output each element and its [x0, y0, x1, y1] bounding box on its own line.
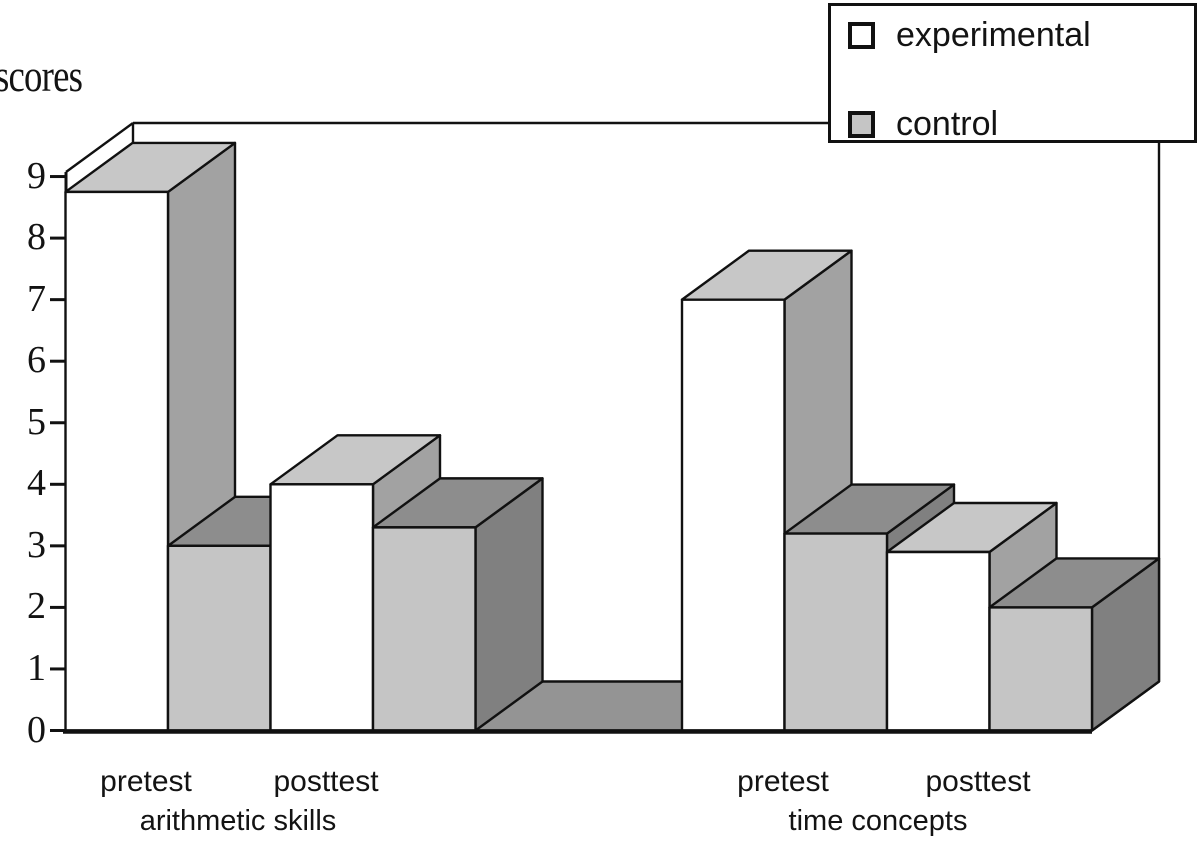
- bar-time-concepts-pretest-experimental-front: [680, 298, 786, 732]
- legend-item-control: control: [848, 106, 998, 142]
- y-tick-label-9: 9: [27, 154, 46, 197]
- x-subgroup-label-0: pretest: [100, 765, 192, 798]
- legend-swatch-experimental-icon: [848, 21, 875, 49]
- legend-swatch-control-icon: [848, 110, 875, 138]
- y-tick-label-8: 8: [27, 216, 46, 259]
- bar-arithmetic-skills-posttest-experimental-front: [269, 483, 375, 732]
- x-group-label-1: time concepts: [788, 805, 968, 837]
- bar-time-concepts-pretest-control-front: [783, 532, 889, 732]
- bar-arithmetic-skills-posttest-control-front: [371, 526, 477, 732]
- bar-arithmetic-skills-pretest-experimental-front: [64, 190, 170, 732]
- bar-time-concepts-posttest-experimental-front: [885, 550, 991, 732]
- x-subgroup-label-2: pretest: [737, 765, 829, 798]
- y-axis-title: scores: [0, 50, 83, 101]
- legend-label-control: control: [896, 105, 999, 143]
- y-tick-label-0: 0: [27, 708, 46, 751]
- bar-time-concepts-posttest-control-front: [988, 606, 1094, 732]
- x-subgroup-label-1: posttest: [273, 765, 379, 798]
- bar-arithmetic-skills-pretest-control-front: [166, 544, 272, 732]
- back-wall-left-diagonal: [65, 122, 134, 173]
- y-tick-label-5: 5: [27, 400, 46, 443]
- x-group-label-0: arithmetic skills: [139, 805, 337, 837]
- y-tick-label-1: 1: [27, 646, 46, 689]
- y-tick-label-4: 4: [27, 462, 46, 505]
- y-tick-label-2: 2: [27, 585, 46, 628]
- legend: experimental control: [828, 3, 1197, 143]
- y-tick-label-6: 6: [27, 339, 46, 382]
- legend-item-experimental: experimental: [848, 17, 1091, 53]
- x-subgroup-label-3: posttest: [925, 765, 1031, 798]
- y-tick-label-3: 3: [27, 523, 46, 566]
- y-tick-label-7: 7: [27, 277, 46, 320]
- legend-label-experimental: experimental: [896, 16, 1091, 54]
